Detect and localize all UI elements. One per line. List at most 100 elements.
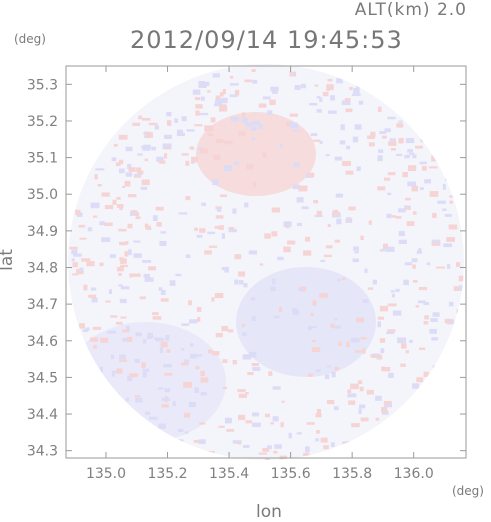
field-speckle <box>294 85 301 91</box>
field-speckle <box>271 207 281 213</box>
field-speckle <box>181 362 189 366</box>
field-speckle <box>224 268 229 273</box>
field-speckle <box>120 264 128 268</box>
field-speckle <box>127 163 132 170</box>
field-speckle <box>281 400 285 403</box>
field-speckle <box>326 84 334 91</box>
field-speckle <box>92 326 102 330</box>
field-speckle <box>137 170 144 175</box>
field-speckle <box>138 115 142 120</box>
field-speckle <box>447 263 451 269</box>
field-speckle <box>252 181 256 188</box>
field-speckle <box>92 215 98 218</box>
field-speckle <box>407 165 417 172</box>
field-speckle <box>87 227 93 232</box>
field-speckle <box>118 354 126 360</box>
field-speckle <box>388 141 397 146</box>
field-speckle <box>379 131 387 134</box>
field-speckle <box>325 245 333 249</box>
field-speckle <box>312 300 317 306</box>
field-speckle <box>88 294 97 298</box>
field-speckle <box>195 104 203 109</box>
field-speckle <box>419 187 424 190</box>
field-speckle <box>141 362 146 369</box>
field-speckle <box>377 186 386 191</box>
field-speckle <box>229 83 239 86</box>
field-speckle <box>264 413 270 418</box>
field-speckle <box>245 392 249 395</box>
field-speckle <box>178 212 188 215</box>
field-speckle <box>352 258 359 263</box>
field-speckle <box>421 165 427 171</box>
field-speckle <box>129 273 133 278</box>
y-tick-label: 34.4 <box>27 407 58 423</box>
field-speckle <box>352 136 359 143</box>
field-speckle <box>360 417 369 422</box>
field-speckle <box>135 332 142 337</box>
field-speckle <box>370 134 374 138</box>
field-speckle <box>379 248 386 252</box>
field-speckle <box>154 125 160 130</box>
x-tick-label: 135.2 <box>147 466 187 482</box>
field-speckle <box>164 372 173 376</box>
field-speckle <box>334 156 343 161</box>
field-speckle <box>127 375 133 382</box>
field-speckle <box>72 262 78 268</box>
field-speckle <box>362 347 366 354</box>
field-speckle <box>273 315 280 319</box>
field-speckle <box>314 84 319 87</box>
field-speckle <box>328 110 337 114</box>
field-speckle <box>252 137 256 141</box>
field-speckle <box>445 177 450 182</box>
field-speckle <box>309 325 317 329</box>
field-speckle <box>196 234 203 238</box>
field-speckle <box>316 210 322 216</box>
field-speckle <box>223 165 233 172</box>
y-tick-label: 34.5 <box>27 370 58 386</box>
field-speckle <box>412 154 417 159</box>
field-speckle <box>344 98 351 101</box>
field-speckle <box>285 226 290 229</box>
field-speckle <box>191 160 195 164</box>
field-speckle <box>178 428 184 432</box>
field-speckle <box>237 389 246 393</box>
field-speckle <box>222 88 226 95</box>
field-speckle <box>346 217 352 223</box>
field-speckle <box>331 442 335 448</box>
field-speckle <box>366 389 374 395</box>
field-speckle <box>166 120 172 126</box>
field-speckle <box>432 312 440 317</box>
field-speckle <box>181 116 187 122</box>
field-speckle <box>166 111 172 117</box>
field-speckle <box>99 366 103 373</box>
field-speckle <box>216 207 222 212</box>
field-speckle <box>132 273 141 277</box>
field-speckle <box>223 140 233 145</box>
field-speckle <box>382 135 387 139</box>
field-speckle <box>353 246 359 251</box>
field-speckle <box>185 160 190 166</box>
field-speckle <box>118 134 128 140</box>
field-speckle <box>180 348 185 351</box>
field-speckle <box>245 122 253 127</box>
field-speckle <box>456 309 462 314</box>
field-speckle <box>280 422 284 428</box>
field-speckle <box>418 286 428 291</box>
field-speckle <box>320 259 326 262</box>
field-speckle <box>396 153 403 157</box>
field-speckle <box>118 272 122 276</box>
field-speckle <box>163 134 173 139</box>
field-speckle <box>220 194 228 198</box>
field-speckle <box>120 316 127 319</box>
field-speckle <box>128 194 137 198</box>
field-speckle <box>246 164 254 170</box>
field-speckle <box>148 266 156 271</box>
field-speckle <box>144 411 151 416</box>
field-speckle <box>155 206 164 211</box>
field-speckle <box>163 153 168 159</box>
field-speckle <box>232 440 242 444</box>
field-speckle <box>247 371 254 376</box>
y-tick-label: 34.8 <box>27 260 58 276</box>
field-speckle <box>134 395 141 398</box>
